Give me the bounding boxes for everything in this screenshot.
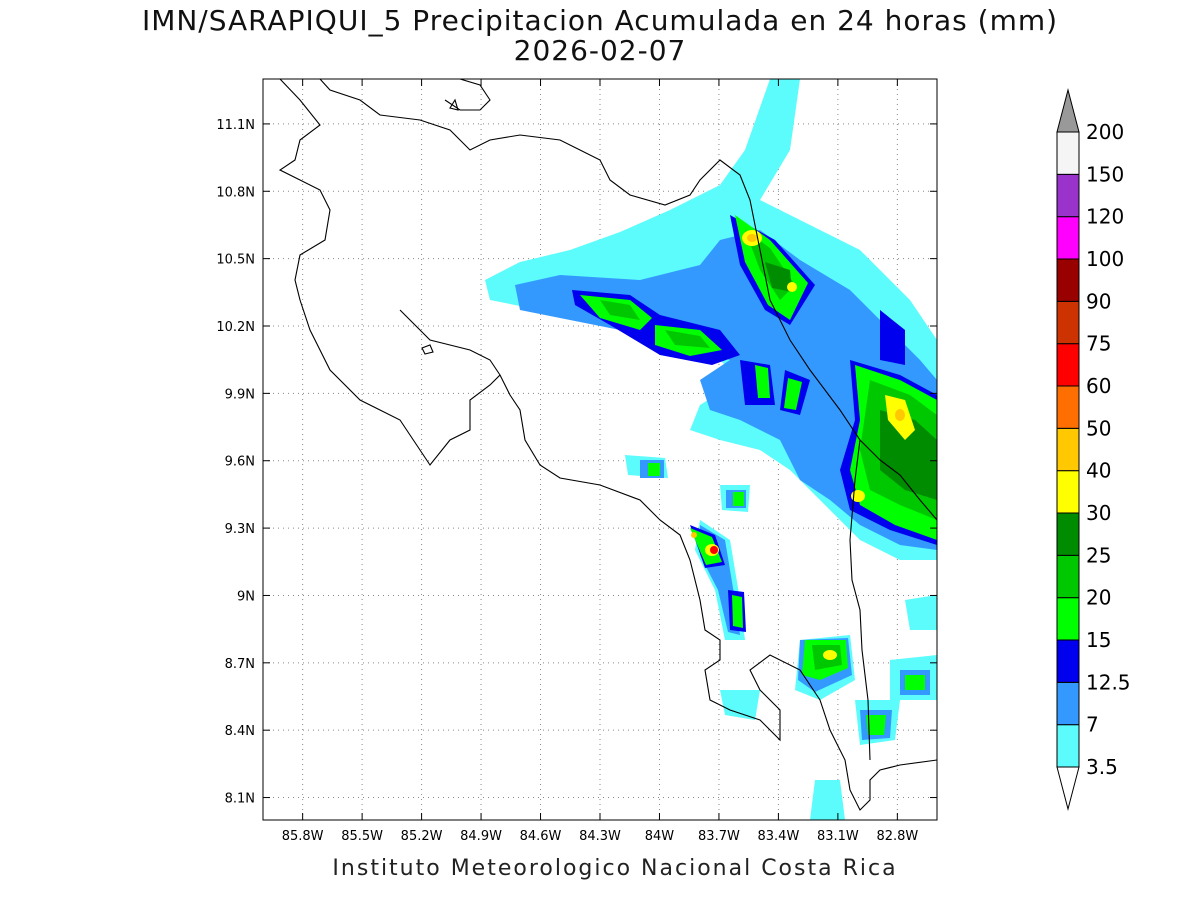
colorbar-label: 12.5	[1086, 670, 1131, 694]
colorbar-box	[1056, 639, 1080, 683]
lon-tick-label: 84.6W	[520, 829, 562, 844]
colorbar-box	[1056, 300, 1080, 345]
colorbar-label: 7	[1086, 713, 1099, 737]
colorbar-box	[1056, 427, 1080, 472]
colorbar-label: 90	[1086, 289, 1111, 313]
colorbar-box	[1056, 343, 1080, 387]
colorbar-label: 150	[1086, 162, 1124, 186]
lat-tick-label: 8.4N	[225, 724, 255, 739]
coastline-borders	[278, 79, 937, 811]
colorbar-box	[1056, 470, 1080, 514]
colorbar-label: 200	[1086, 120, 1124, 144]
lat-tick-label: 10.8N	[216, 185, 255, 200]
colorbar-box	[1056, 724, 1080, 768]
colorbar-box	[1056, 385, 1080, 429]
colorbar-box	[1056, 554, 1080, 599]
precipitation-field	[485, 79, 937, 820]
lon-tick-label: 85.5W	[341, 829, 383, 844]
colorbar-label: 100	[1086, 247, 1124, 271]
lon-tick-label: 83.4W	[758, 829, 800, 844]
colorbar-label: 50	[1086, 416, 1111, 440]
lat-tick-label: 9.6N	[225, 455, 255, 470]
lon-tick-label: 82.8W	[876, 829, 918, 844]
credit-text: Instituto Meteorologico Nacional Costa R…	[332, 856, 898, 881]
lon-tick-label: 85.8W	[282, 829, 324, 844]
colorbar-box	[1056, 173, 1080, 218]
colorbar-box	[1056, 258, 1080, 302]
colorbar-box	[1056, 512, 1080, 556]
colorbar-above-arrow	[1056, 88, 1080, 133]
colorbar-label: 75	[1086, 332, 1111, 356]
colorbar-label: 40	[1086, 459, 1111, 483]
lon-tick-label: 83.7W	[698, 829, 740, 844]
lat-tick-label: 11.1N	[216, 118, 255, 133]
lon-tick-label: 84.3W	[579, 829, 621, 844]
colorbar-box	[1056, 216, 1080, 260]
colorbar-box	[1056, 131, 1080, 175]
colorbar-label: 120	[1086, 205, 1124, 229]
colorbar-label: 30	[1086, 501, 1111, 525]
lat-tick-label: 8.1N	[225, 792, 255, 807]
lat-tick-label: 9N	[237, 589, 255, 604]
lon-tick-label: 84.9W	[460, 829, 502, 844]
colorbar-label: 3.5	[1086, 755, 1118, 779]
map-title: IMN/SARAPIQUI_5 Precipitacion Acumulada …	[141, 4, 1059, 37]
lat-tick-label: 8.7N	[225, 657, 255, 672]
colorbar-label: 15	[1086, 628, 1111, 652]
lat-tick-label: 10.2N	[216, 320, 255, 335]
lon-tick-label: 85.2W	[401, 829, 443, 844]
colorbar-label: 25	[1086, 543, 1111, 567]
colorbar-label: 20	[1086, 586, 1111, 610]
lat-tick-label: 10.5N	[216, 253, 255, 268]
colorbar-box	[1056, 597, 1080, 641]
colorbar-label: 60	[1086, 374, 1111, 398]
lat-tick-label: 9.3N	[225, 522, 255, 537]
lon-tick-label: 84W	[645, 829, 675, 844]
colorbar-box	[1056, 681, 1080, 726]
colorbar-below-arrow	[1056, 766, 1080, 811]
map-date: 2026-02-07	[513, 34, 687, 67]
axis-ticks: 85.8W 85.5W 85.2W 84.9W 84.6W 84.3W 84W 83.7W 83…	[216, 79, 937, 844]
lat-tick-label: 9.9N	[225, 387, 255, 402]
lon-tick-label: 83.1W	[817, 829, 859, 844]
